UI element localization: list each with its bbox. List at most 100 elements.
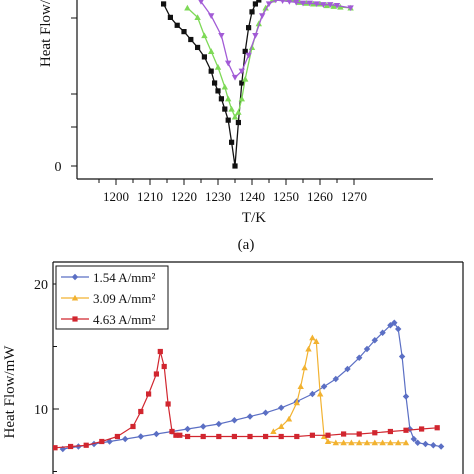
panel-b-point-red — [177, 432, 183, 438]
panel-b-point-orange — [285, 415, 293, 422]
panel-b-point-orange — [387, 439, 394, 446]
panel-b-legend: 1.54 A/mm² 3.09 A/mm² 4.63 A/mm² — [55, 265, 169, 330]
panel-a-point-green — [242, 75, 249, 82]
panel-a-point-black — [201, 54, 207, 60]
panel-b-point-orange — [278, 423, 285, 430]
legend-label: 1.54 A/mm² — [93, 270, 156, 285]
panel-a-point-black — [232, 163, 238, 169]
panel-a-series-green — [184, 0, 354, 120]
panel-b-point-red — [247, 433, 253, 440]
panel-a-x-tick-label: 1230 — [205, 189, 231, 204]
panel-b-line-red — [54, 351, 438, 449]
panel-b-point-blue — [320, 383, 328, 390]
panel-a-x-axis-title: T/K — [242, 210, 266, 226]
panel-b-point-blue — [309, 390, 316, 398]
panel-a-point-purple — [252, 33, 259, 39]
panel-a-point-green — [255, 20, 262, 27]
panel-b-point-orange — [332, 439, 339, 446]
panel-a-point-black — [235, 119, 241, 126]
panel-b-point-orange — [363, 439, 371, 446]
panel-b-point-red — [387, 428, 393, 435]
panel-a-point-purple — [259, 13, 266, 20]
panel-b-point-orange — [293, 399, 300, 406]
panel-a-point-green — [208, 48, 215, 54]
legend-entry: 1.54 A/mm² — [61, 270, 156, 285]
panel-a-point-purple — [231, 74, 239, 81]
panel-a-point-purple — [280, 0, 285, 4]
panel-a-x-tick-label: 1210 — [137, 189, 163, 204]
panel-b-point-red — [99, 438, 105, 445]
panel-b-point-blue — [371, 337, 378, 344]
panel-b-y-tick-label: 10 — [34, 403, 48, 418]
panel-b-point-red — [403, 427, 409, 433]
panel-a-point-green — [330, 3, 337, 9]
panel-b-point-blue — [398, 353, 406, 360]
panel-b-point-orange — [402, 439, 410, 446]
panel-b-series-orange — [270, 334, 410, 446]
panel-a-point-black — [256, 0, 262, 3]
panel-a-point-black — [195, 44, 201, 51]
panel-b-y-ticks: 10 20 — [34, 278, 59, 472]
panel-a-point-black — [218, 96, 224, 102]
panel-b-point-blue — [437, 443, 445, 450]
legend-marker-blue — [71, 273, 79, 281]
panel-a-point-black — [246, 25, 252, 31]
panel-b-point-red — [138, 408, 144, 415]
panel-a-point-black — [212, 80, 218, 86]
legend-label: 3.09 A/mm² — [93, 291, 156, 306]
panel-b-point-red — [231, 433, 237, 440]
panel-b-point-red — [263, 433, 269, 440]
panel-a-point-green — [337, 3, 344, 10]
panel-a-x-tick-label: 1240 — [239, 189, 265, 204]
panel-a-point-purple — [306, 0, 313, 7]
panel-a-point-black — [242, 48, 248, 54]
panel-b-point-red — [114, 433, 120, 440]
panel-a-point-green — [201, 32, 208, 39]
panel-b-point-red — [434, 425, 440, 431]
panel-a-point-black — [188, 36, 194, 43]
panel-a-point-green — [228, 105, 235, 112]
panel-b-point-red — [165, 401, 171, 407]
panel-a-point-purple — [333, 2, 341, 9]
panel-b-point-orange — [348, 439, 355, 446]
panel-a-point-green — [194, 14, 201, 20]
panel-a-point-purple — [347, 5, 354, 12]
panel-a-x-tick-label: 1220 — [171, 189, 197, 204]
panel-b-point-red — [53, 445, 58, 451]
panel-a-series-black — [161, 0, 262, 169]
panel-a-point-green — [238, 95, 245, 102]
panel-a-point-purple — [265, 1, 273, 8]
legend-label: 4.63 A/mm² — [93, 312, 156, 327]
panel-a-point-black — [174, 22, 180, 28]
panel-a-point-black — [239, 80, 245, 86]
panel-a-point-black — [161, 1, 167, 7]
panel-b-point-orange — [313, 338, 320, 345]
panel-b-point-blue — [200, 423, 207, 430]
panel-a-line-purple — [200, 0, 351, 79]
panel-b-point-orange — [270, 428, 277, 435]
panel-a-series — [161, 0, 354, 169]
panel-b-point-red — [325, 432, 331, 438]
panel-a-y-tick-label-0: 0 — [55, 160, 62, 175]
panel-b-point-blue — [410, 435, 417, 443]
panel-a-point-green — [221, 83, 228, 90]
panel-b-series — [53, 319, 445, 453]
panel-a-point-purple — [313, 1, 320, 8]
panel-a-point-black — [181, 29, 187, 35]
legend-marker-red — [72, 316, 78, 322]
panel-b: 10 20 Heat Flow/mW 1.54 A/mm² 3.09 A/mm² 4.… — [2, 261, 464, 474]
panel-b-point-orange — [379, 439, 386, 446]
panel-b-point-red — [341, 431, 347, 437]
panel-a-point-purple — [293, 0, 300, 6]
panel-b-point-blue — [356, 354, 363, 361]
panel-a-point-black — [167, 14, 173, 20]
panel-b-point-orange — [309, 334, 316, 341]
panel-b-point-red — [278, 433, 284, 440]
legend-marker-orange — [71, 294, 79, 301]
panel-a-point-purple — [245, 52, 252, 59]
panel-a-x-tick-label: 1270 — [341, 189, 367, 204]
panel-a-point-green — [225, 95, 232, 102]
panel-b-point-red — [161, 363, 167, 370]
panel-a-point-purple — [320, 2, 327, 8]
panel-b-point-blue — [153, 430, 160, 438]
